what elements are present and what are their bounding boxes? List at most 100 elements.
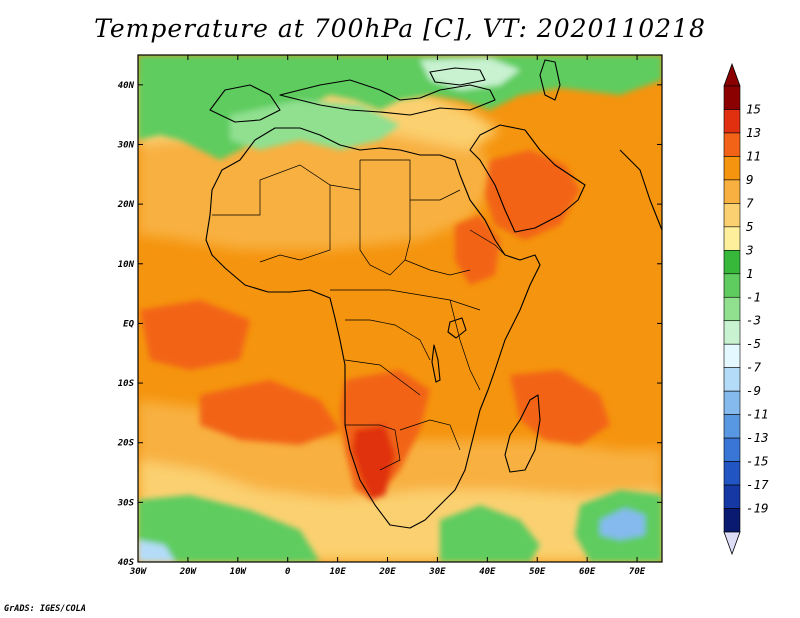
field-blue-southeast [600,508,645,540]
lon-tick-label: 30W [129,567,148,577]
lat-tick-label: 40S [118,558,135,568]
colorbar-label: 15 [746,101,761,116]
colorbar-label: 1 [746,266,754,281]
colorbar-label: -1 [746,289,761,304]
colorbar-label: -19 [746,501,769,516]
colorbar-swatch [723,156,741,181]
coastlines [205,59,663,529]
africa-coastline [205,127,541,529]
border-chad [359,190,406,276]
colorbar-swatch [723,508,741,533]
field-green-med [230,100,400,150]
field-green-sind [440,505,540,562]
border-east [449,299,481,391]
colorbar-swatch [723,343,741,368]
lon-tick-label: 10W [230,567,248,577]
country-borders [212,159,506,471]
map-frame [137,54,663,563]
lat-tick-label: 40N [118,81,135,91]
colorbar-label: -5 [746,336,761,351]
lon-tick-label: 60E [579,567,596,577]
colorbar-swatch [723,85,741,110]
iberia-coastline [209,84,281,123]
lon-tick-label: 10E [329,567,346,577]
colorbar-label: 11 [746,148,761,163]
border-ethiopia [469,229,506,256]
field-cyan-north [420,58,520,90]
lat-tick-label: EQ [123,319,134,329]
madagascar-coastline [504,394,541,473]
field-green-satl [138,495,320,562]
colorbar-label: -9 [746,383,761,398]
colorbar-swatch [723,109,741,134]
colorbar-swatch [723,484,741,509]
border-angola [344,359,421,396]
lat-tick-label: 20N [117,200,135,210]
colorbar-swatch [723,226,741,251]
field-warm-south-atlantic [200,380,340,445]
colorbar-swatch [723,461,741,486]
field-warm-gulf-guinea [140,300,250,370]
colorbar-label: -15 [746,454,769,469]
field-warm-madagascar [510,370,610,445]
field-green-north [138,55,662,160]
colorbar-label: -11 [746,407,769,422]
colorbar-under-arrow [723,531,741,556]
colorbar-swatch [723,367,741,392]
lon-tick-label: 30E [428,567,446,577]
colorbar-swatch [723,132,741,157]
colorbar-swatch [723,437,741,462]
colorbar-swatch [723,390,741,415]
colorbar: 15 13 11 9 7 5 3 1 -1 -3 -5 -7 -9 -11 -13 -15 -17 -19 [723,62,769,556]
border-sahara-central [259,185,331,263]
caspian-coastline [539,59,561,101]
india-coastline [619,149,663,231]
border-sudan [404,200,471,276]
colorbar-swatch [723,320,741,345]
lat-tick-label: 10S [118,379,135,389]
colorbar-label: -3 [746,313,761,328]
temperature-field [138,55,662,562]
field-warm-ethiopia [455,215,500,285]
colorbar-label: 13 [746,125,761,140]
lon-tick-label: 50E [529,567,546,577]
lat-tick-label: 20S [117,439,135,449]
lon-tick-label: 40E [479,567,496,577]
lake-victoria [447,317,467,339]
map-title: Temperature at 700hPa [C], VT: 202011021… [94,14,706,43]
colorbar-swatch [723,203,741,228]
colorbar-swatch [723,179,741,204]
field-hot-namibia [352,425,395,500]
lon-tick-label: 20E [378,567,396,577]
credit-footer: GrADS: IGES/COLA [4,604,86,614]
lat-tick-label: 30S [117,498,135,508]
colorbar-swatch [723,250,741,275]
colorbar-swatch [723,414,741,439]
europe-coastline [279,79,496,116]
border-southern [399,419,461,451]
lake-tanganyika [431,344,441,383]
black-sea-coastline [429,67,486,86]
border-congo [345,319,431,361]
lon-tick-label: 0 [285,567,291,577]
lon-tick-label: 20W [179,567,198,577]
lat-tick-label: 10N [118,260,135,270]
colorbar-over-arrow [723,62,741,87]
border-namibia [345,424,401,471]
field-blue-southwest [138,540,175,562]
arabia-coastline [469,124,586,233]
lon-tick-label: 70E [629,567,646,577]
lat-tick-label: 30N [117,140,135,150]
colorbar-label: 7 [746,195,754,210]
colorbar-label: -13 [746,430,769,445]
colorbar-label: 9 [746,172,754,187]
colorbar-label: 3 [745,242,754,257]
colorbar-swatch [723,273,741,298]
border-central [330,289,481,311]
colorbar-label: 5 [746,219,754,234]
colorbar-label: -17 [746,477,769,492]
colorbar-label: -7 [746,360,762,375]
colorbar-swatch [723,296,741,322]
